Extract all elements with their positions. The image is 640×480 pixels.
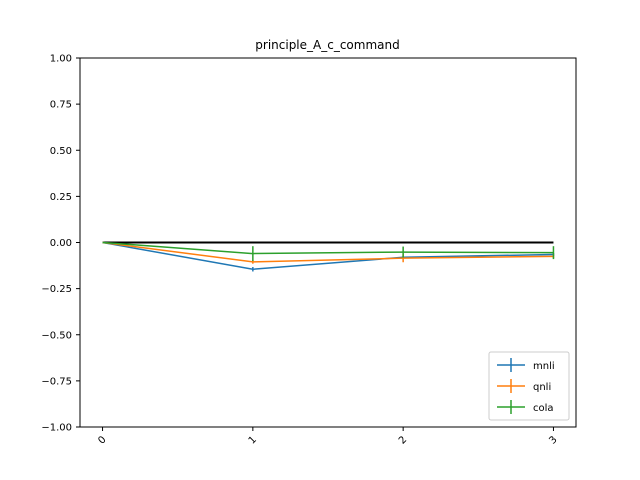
legend-label-qnli: qnli (533, 382, 551, 393)
y-tick-label: −0.50 (41, 330, 72, 341)
series-line-cola (102, 241, 554, 255)
x-tick-label: 0 (96, 434, 108, 446)
y-tick-label: 0.75 (50, 100, 72, 111)
y-tick-label: 1.00 (50, 54, 72, 65)
y-tick-label: 0.50 (50, 146, 72, 157)
y-tick-label: −1.00 (41, 423, 72, 434)
x-tick-label: 3 (547, 434, 559, 446)
series-line-qnli (102, 241, 554, 263)
x-tick-label: 2 (397, 434, 409, 446)
legend-label-mnli: mnli (533, 361, 555, 372)
y-tick-label: −0.25 (41, 284, 72, 295)
y-tick-label: 0.00 (50, 238, 72, 249)
y-tick-label: 0.25 (50, 192, 72, 203)
series-line-mnli (102, 241, 554, 271)
legend-label-cola: cola (533, 403, 554, 414)
legend-box (488, 351, 570, 421)
y-tick-label: −0.75 (41, 376, 72, 387)
x-tick-label: 1 (247, 434, 259, 446)
chart-title: principle_A_c_command (255, 38, 399, 52)
legend: mnli qnli cola (488, 351, 570, 421)
plot-area (102, 241, 555, 272)
